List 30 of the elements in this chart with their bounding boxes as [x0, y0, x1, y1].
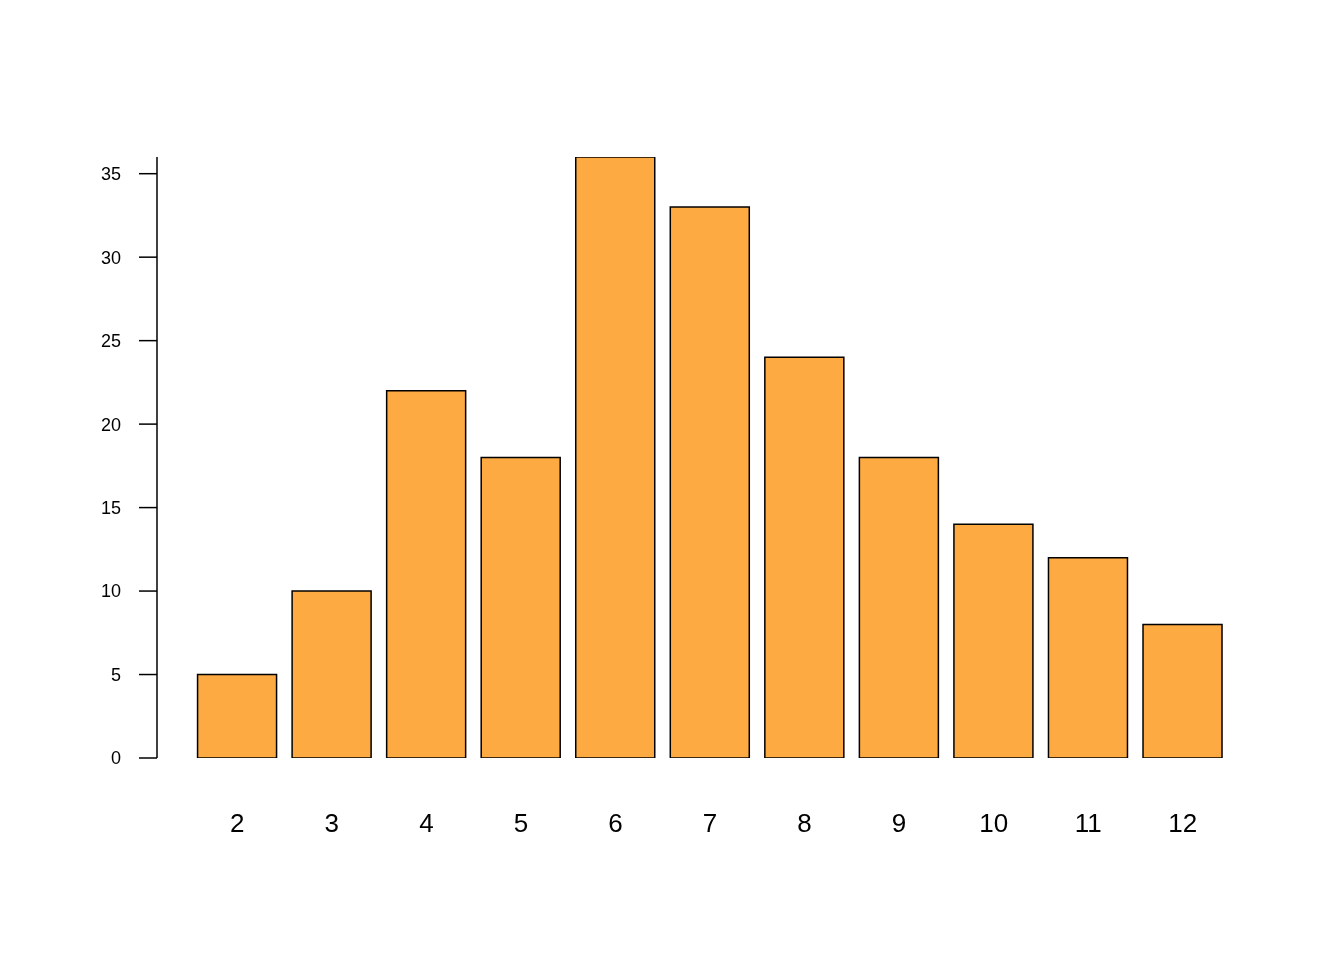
bar	[1142, 623, 1223, 758]
y-tick-label: 0	[110, 748, 121, 769]
y-tick-label: 10	[100, 581, 121, 602]
x-tick-label: 9	[891, 808, 907, 839]
x-tick-label: 12	[1168, 808, 1198, 839]
bar	[575, 157, 656, 758]
x-tick-label: 11	[1074, 808, 1102, 839]
bar	[385, 389, 467, 758]
x-tick-label: 6	[608, 808, 623, 839]
x-tick-label: 5	[513, 808, 529, 839]
bar	[953, 523, 1034, 758]
bar	[291, 590, 372, 758]
bar	[1047, 556, 1129, 758]
bar	[480, 456, 561, 758]
x-tick-label: 8	[797, 808, 812, 839]
x-tick-label: 3	[324, 808, 340, 839]
bar	[669, 206, 751, 758]
y-tick-label: 20	[100, 414, 121, 435]
bar	[764, 356, 845, 758]
x-tick-label: 7	[702, 808, 718, 839]
y-tick-label: 30	[100, 247, 121, 268]
x-tick-label: 2	[230, 808, 245, 839]
y-tick-label: 5	[110, 664, 121, 685]
bar	[858, 456, 940, 758]
x-tick-label: 10	[979, 808, 1009, 839]
y-tick-label: 15	[100, 497, 121, 518]
y-tick-label: 35	[100, 164, 121, 185]
y-tick-label: 25	[100, 331, 121, 352]
x-tick-label: 4	[419, 808, 434, 839]
bar	[196, 673, 278, 758]
